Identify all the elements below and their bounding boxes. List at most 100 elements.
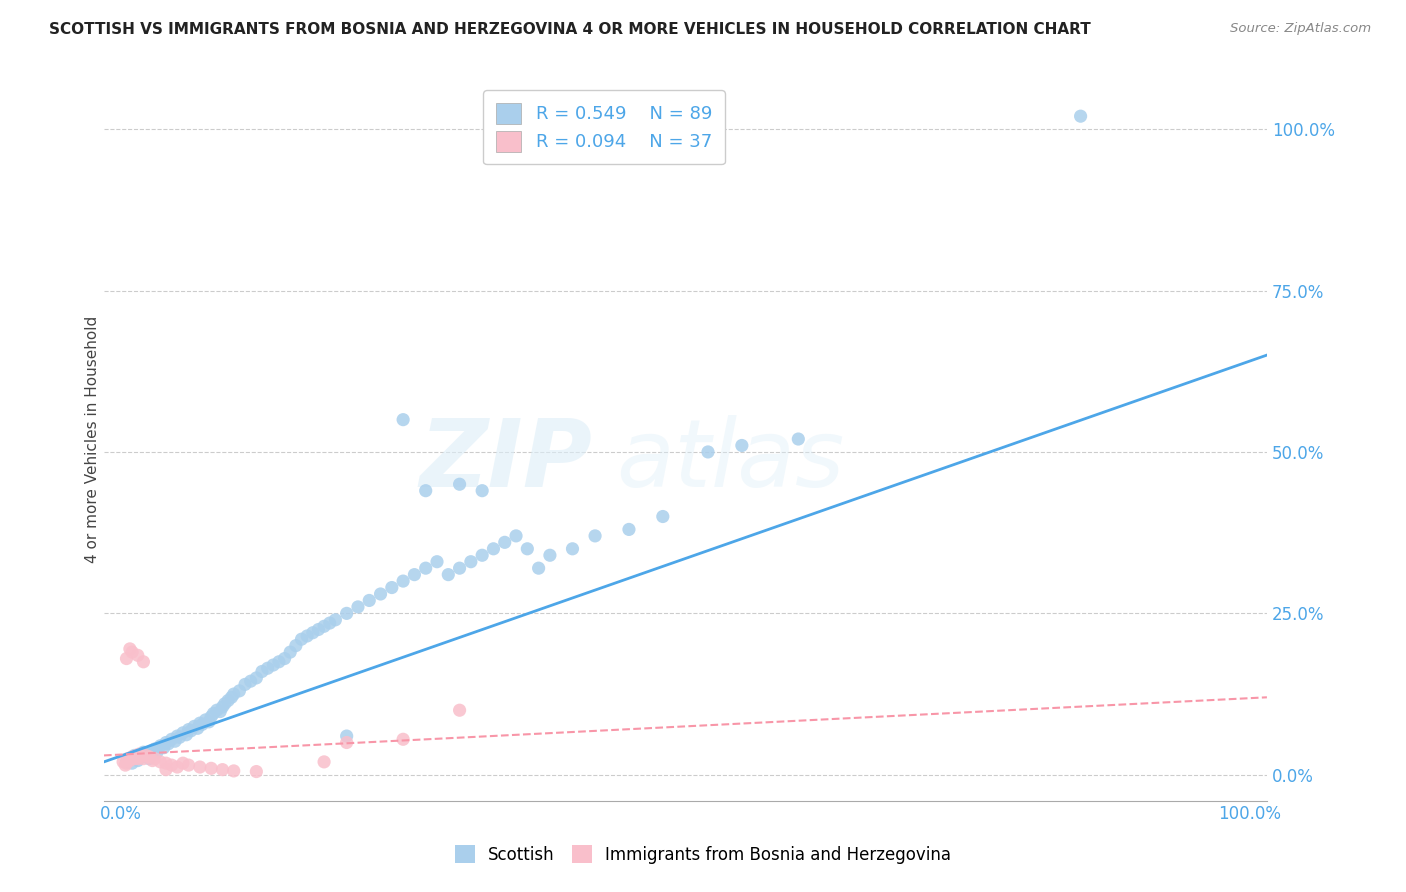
Point	[370, 587, 392, 601]
Point	[307, 623, 329, 637]
Point	[336, 729, 359, 743]
Point	[172, 756, 194, 771]
Point	[278, 645, 301, 659]
Point	[176, 728, 198, 742]
Point	[124, 752, 146, 766]
Point	[127, 648, 149, 663]
Point	[135, 748, 157, 763]
Point	[127, 754, 149, 768]
Y-axis label: 4 or more Vehicles in Household: 4 or more Vehicles in Household	[86, 316, 100, 563]
Point	[295, 629, 318, 643]
Point	[516, 541, 538, 556]
Point	[155, 763, 177, 777]
Point	[121, 645, 143, 659]
Legend: R = 0.549    N = 89, R = 0.094    N = 37: R = 0.549 N = 89, R = 0.094 N = 37	[484, 90, 724, 164]
Point	[183, 719, 205, 733]
Point	[697, 445, 720, 459]
Point	[415, 561, 437, 575]
Point	[138, 752, 160, 766]
Point	[325, 613, 347, 627]
Point	[505, 529, 527, 543]
Point	[166, 760, 188, 774]
Point	[149, 755, 172, 769]
Point	[392, 732, 415, 747]
Point	[177, 758, 200, 772]
Point	[138, 749, 160, 764]
Point	[392, 412, 415, 426]
Point	[381, 581, 404, 595]
Text: ZIP: ZIP	[419, 415, 592, 507]
Point	[787, 432, 810, 446]
Point	[336, 607, 359, 621]
Point	[273, 651, 295, 665]
Point	[200, 709, 222, 723]
Point	[155, 756, 177, 771]
Point	[471, 548, 494, 562]
Text: Source: ZipAtlas.com: Source: ZipAtlas.com	[1230, 22, 1371, 36]
Point	[118, 754, 141, 768]
Point	[163, 734, 186, 748]
Point	[284, 639, 307, 653]
Point	[177, 723, 200, 737]
Point	[112, 755, 135, 769]
Point	[583, 529, 606, 543]
Point	[449, 477, 471, 491]
Text: SCOTTISH VS IMMIGRANTS FROM BOSNIA AND HERZEGOVINA 4 OR MORE VEHICLES IN HOUSEHO: SCOTTISH VS IMMIGRANTS FROM BOSNIA AND H…	[49, 22, 1091, 37]
Point	[135, 747, 157, 761]
Point	[180, 723, 202, 738]
Point	[336, 735, 359, 749]
Point	[482, 541, 505, 556]
Point	[115, 651, 138, 665]
Point	[245, 671, 267, 685]
Point	[228, 683, 250, 698]
Point	[191, 717, 214, 731]
Point	[125, 748, 148, 763]
Point	[617, 523, 640, 537]
Point	[449, 561, 471, 575]
Point	[157, 737, 180, 751]
Point	[188, 760, 211, 774]
Point	[415, 483, 437, 498]
Point	[143, 752, 166, 766]
Point	[359, 593, 381, 607]
Point	[319, 615, 342, 630]
Point	[211, 700, 233, 714]
Point	[202, 706, 225, 721]
Point	[128, 747, 150, 761]
Point	[233, 677, 256, 691]
Point	[222, 687, 245, 701]
Point	[115, 755, 138, 769]
Point	[347, 599, 370, 614]
Point	[250, 665, 273, 679]
Point	[314, 755, 336, 769]
Point	[651, 509, 673, 524]
Point	[155, 735, 177, 749]
Point	[132, 655, 155, 669]
Point	[132, 752, 155, 766]
Point	[209, 705, 232, 719]
Point	[267, 655, 290, 669]
Point	[121, 749, 143, 764]
Point	[188, 716, 211, 731]
Legend: Scottish, Immigrants from Bosnia and Herzegovina: Scottish, Immigrants from Bosnia and Her…	[449, 838, 957, 871]
Point	[166, 729, 188, 743]
Point	[239, 674, 262, 689]
Point	[117, 752, 139, 766]
Point	[214, 697, 236, 711]
Point	[124, 748, 146, 763]
Point	[205, 703, 228, 717]
Point	[141, 754, 163, 768]
Point	[169, 731, 191, 745]
Point	[221, 690, 243, 705]
Point	[200, 761, 222, 775]
Point	[172, 726, 194, 740]
Point	[198, 714, 221, 729]
Point	[141, 743, 163, 757]
Point	[527, 561, 550, 575]
Text: atlas: atlas	[616, 415, 844, 507]
Point	[127, 752, 149, 766]
Point	[143, 742, 166, 756]
Point	[118, 752, 141, 766]
Point	[129, 749, 152, 764]
Point	[437, 567, 460, 582]
